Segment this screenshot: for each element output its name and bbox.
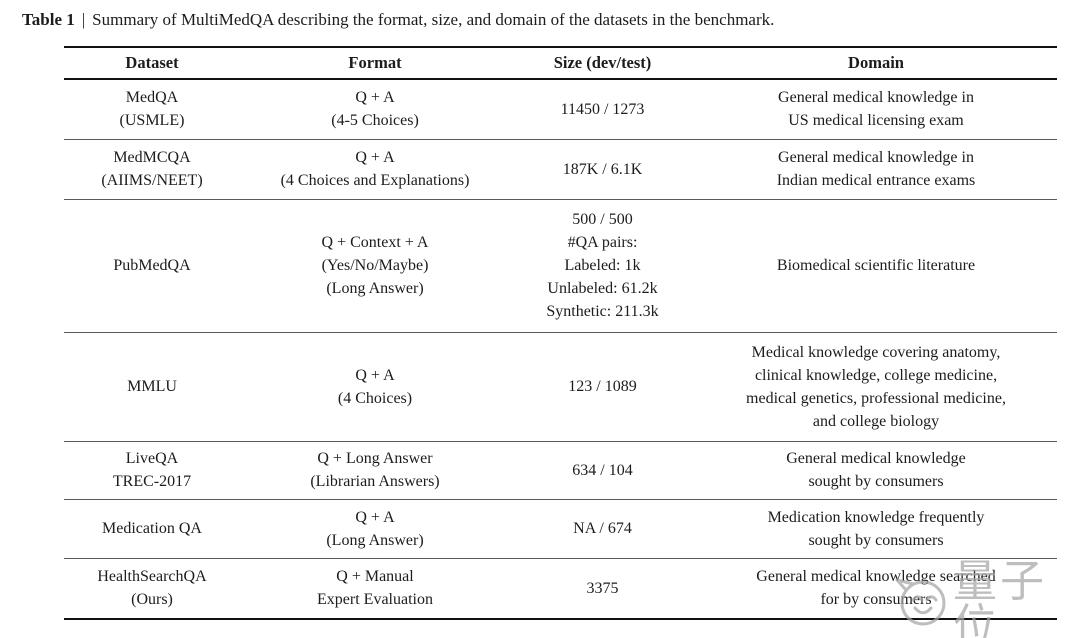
cell-size: 3375 xyxy=(586,579,619,597)
multimedqa-summary-table: Dataset Format Size (dev/test) Domain Me… xyxy=(64,46,1057,620)
header-dataset: Dataset xyxy=(125,53,179,72)
cell-domain: Biomedical scientific literature xyxy=(776,257,976,274)
table-caption-separator: | xyxy=(81,10,86,29)
cell-format: Q + Context + A (Yes/No/Maybe) (Long Ans… xyxy=(321,234,429,297)
header-size: Size (dev/test) xyxy=(553,53,652,72)
table-row-medmcqa: MedMCQA (AIIMS/NEET) Q + A (4 Choices an… xyxy=(64,139,1057,199)
table-caption-text: Summary of MultiMedQA describing the for… xyxy=(92,10,775,29)
cell-domain: Medication knowledge frequently sought b… xyxy=(767,508,985,549)
cell-size: 500 / 500 #QA pairs: Labeled: 1k Unlabel… xyxy=(546,211,659,320)
cell-size: 123 / 1089 xyxy=(568,378,637,395)
table-row-mmlu: MMLU Q + A (4 Choices) 123 / 1089 Medica… xyxy=(64,332,1057,441)
cell-dataset: PubMedQA xyxy=(113,257,191,274)
cell-dataset: MedQA (USMLE) xyxy=(119,89,185,130)
cell-dataset: LiveQA TREC-2017 xyxy=(112,450,192,490)
cell-dataset: Medication QA xyxy=(102,520,202,537)
cell-format: Q + A (Long Answer) xyxy=(326,508,424,549)
cell-format: Q + A (4 Choices) xyxy=(337,366,413,407)
cell-format: Q + Manual Expert Evaluation xyxy=(317,568,433,609)
cell-size: NA / 674 xyxy=(573,520,632,537)
cell-domain: General medical knowledge sought by cons… xyxy=(786,450,966,490)
header-domain: Domain xyxy=(848,53,904,72)
cell-dataset: MMLU xyxy=(127,378,177,395)
cell-domain: General medical knowledge searched for b… xyxy=(756,568,996,609)
header-row: Dataset Format Size (dev/test) Domain xyxy=(64,47,1057,79)
cell-format: Q + A (4-5 Choices) xyxy=(331,89,419,130)
header-format: Format xyxy=(348,53,402,72)
cell-dataset: MedMCQA (AIIMS/NEET) xyxy=(101,149,203,189)
table-row-medqa: MedQA (USMLE) Q + A (4-5 Choices) 11450 … xyxy=(64,79,1057,139)
table-row-healthsearchqa: HealthSearchQA (Ours) Q + Manual Expert … xyxy=(64,558,1057,619)
cell-size: 187K / 6.1K xyxy=(562,160,643,178)
cell-size: 11450 / 1273 xyxy=(560,100,645,118)
table-row-pubmedqa: PubMedQA Q + Context + A (Yes/No/Maybe) … xyxy=(64,199,1057,332)
table-caption: Table 1 | Summary of MultiMedQA describing… xyxy=(22,10,774,30)
table-caption-label: Table 1 xyxy=(22,10,75,29)
table-row-liveqa: LiveQA TREC-2017 Q + Long Answer (Librar… xyxy=(64,441,1057,499)
cell-size: 634 / 104 xyxy=(572,461,633,479)
cell-domain: Medical knowledge covering anatomy, clin… xyxy=(746,343,1006,430)
cell-domain: General medical knowledge in Indian medi… xyxy=(776,149,976,189)
cell-format: Q + A (4 Choices and Explanations) xyxy=(280,149,470,189)
cell-format: Q + Long Answer (Librarian Answers) xyxy=(310,450,440,490)
cell-domain: General medical knowledge in US medical … xyxy=(778,89,974,130)
table-row-medicationqa: Medication QA Q + A (Long Answer) NA / 6… xyxy=(64,499,1057,558)
cell-dataset: HealthSearchQA (Ours) xyxy=(97,568,207,609)
